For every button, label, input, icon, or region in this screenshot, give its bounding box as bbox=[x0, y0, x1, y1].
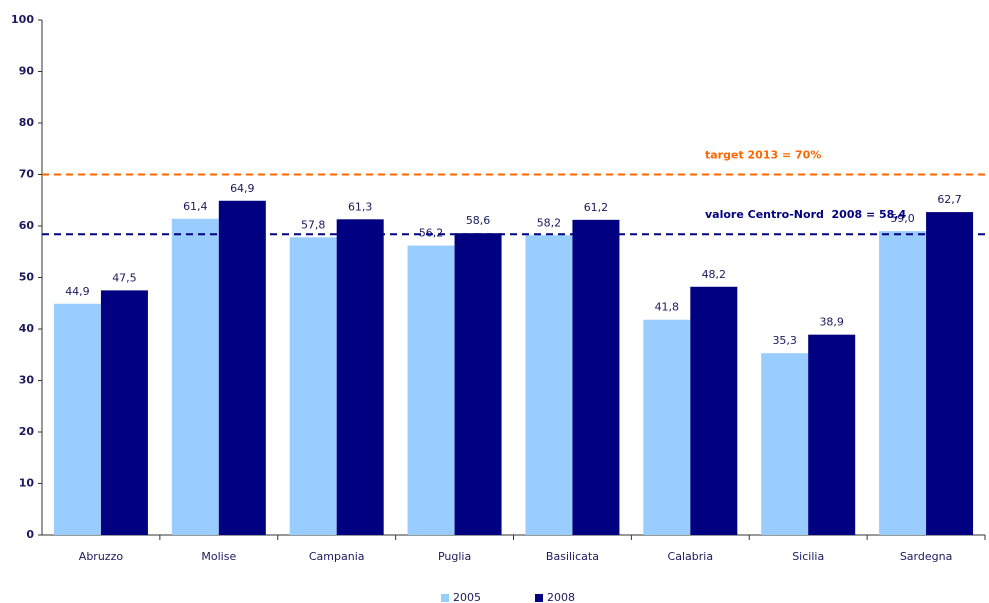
value-label: 57,8 bbox=[301, 218, 326, 231]
y-tick-label: 100 bbox=[11, 13, 34, 26]
x-tick-label: Sardegna bbox=[900, 550, 953, 563]
x-tick-label: Abruzzo bbox=[79, 550, 124, 563]
bar bbox=[100, 290, 148, 535]
value-label: 62,7 bbox=[937, 193, 962, 206]
legend-swatch bbox=[535, 594, 543, 602]
bar bbox=[525, 235, 573, 535]
reference-label: target 2013 = 70% bbox=[705, 149, 821, 162]
x-tick-label: Campania bbox=[309, 550, 365, 563]
value-label: 35,3 bbox=[772, 334, 797, 347]
bar bbox=[808, 334, 856, 535]
x-tick-label: Puglia bbox=[438, 550, 471, 563]
value-label: 38,9 bbox=[819, 316, 844, 329]
value-label: 44,9 bbox=[65, 285, 90, 298]
y-tick-label: 30 bbox=[19, 374, 35, 387]
value-label: 59,0 bbox=[890, 212, 915, 225]
bar bbox=[218, 200, 266, 535]
bar bbox=[407, 245, 455, 535]
y-tick-label: 50 bbox=[19, 271, 35, 284]
bar bbox=[926, 212, 974, 535]
bar bbox=[53, 303, 101, 535]
bar bbox=[171, 218, 219, 536]
value-label: 58,2 bbox=[537, 216, 562, 229]
x-tick-label: Basilicata bbox=[546, 550, 599, 563]
x-tick-label: Sicilia bbox=[792, 550, 824, 563]
value-label: 56,2 bbox=[419, 227, 444, 240]
value-label: 64,9 bbox=[230, 182, 255, 195]
value-label: 58,6 bbox=[466, 214, 491, 227]
bar bbox=[690, 286, 738, 535]
bar bbox=[454, 233, 502, 535]
x-tick-label: Molise bbox=[201, 550, 236, 563]
value-label: 48,2 bbox=[702, 268, 727, 281]
value-label: 61,2 bbox=[584, 201, 609, 214]
y-tick-label: 40 bbox=[19, 322, 35, 335]
bar bbox=[879, 231, 927, 535]
y-tick-label: 10 bbox=[19, 477, 35, 490]
x-tick-label: Calabria bbox=[668, 550, 714, 563]
bar bbox=[761, 353, 809, 535]
y-tick-label: 90 bbox=[19, 65, 35, 78]
bar bbox=[643, 319, 691, 535]
legend-label: 2005 bbox=[453, 591, 481, 603]
y-tick-label: 70 bbox=[19, 168, 35, 181]
value-label: 61,4 bbox=[183, 200, 208, 213]
legend-swatch bbox=[441, 594, 449, 602]
y-tick-label: 0 bbox=[26, 528, 34, 541]
value-label: 61,3 bbox=[348, 200, 373, 213]
y-tick-label: 20 bbox=[19, 425, 35, 438]
y-tick-label: 80 bbox=[19, 116, 35, 129]
bar bbox=[289, 237, 337, 535]
value-label: 47,5 bbox=[112, 271, 137, 284]
legend-label: 2008 bbox=[547, 591, 575, 603]
value-label: 41,8 bbox=[655, 301, 680, 314]
y-tick-label: 60 bbox=[19, 219, 35, 232]
reference-label: valore Centro-Nord 2008 = 58,4 bbox=[705, 208, 907, 221]
bar bbox=[572, 219, 620, 535]
bar bbox=[336, 219, 384, 535]
